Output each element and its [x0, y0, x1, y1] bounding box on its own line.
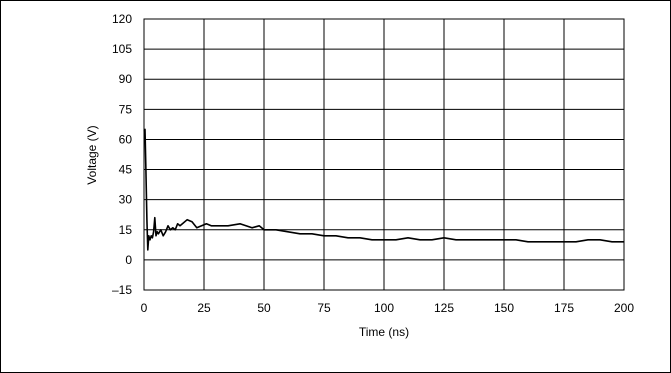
x-axis-ticks: 0 25 50 75 100 125 150 175 200	[141, 301, 635, 315]
series-line	[143, 128, 624, 251]
plot-area	[143, 18, 625, 291]
y-tick-label: 45	[119, 163, 133, 177]
y-tick-label: 30	[119, 193, 133, 207]
x-tick-label: 100	[374, 301, 394, 315]
y-tick-label: 60	[119, 132, 133, 146]
x-tick-label: 150	[494, 301, 514, 315]
x-tick-label: 0	[141, 301, 148, 315]
x-tick-label: 50	[257, 301, 271, 315]
y-tick-label: 90	[119, 72, 133, 86]
y-tick-label: 120	[112, 12, 132, 26]
y-tick-label: 75	[119, 102, 133, 116]
y-tick-label: 0	[125, 253, 132, 267]
x-tick-label: 125	[434, 301, 454, 315]
y-axis-title: Voltage (V)	[85, 125, 99, 184]
y-tick-label: –15	[112, 283, 132, 297]
x-tick-label: 75	[317, 301, 331, 315]
y-tick-label: 15	[119, 223, 133, 237]
x-tick-label: 200	[614, 301, 634, 315]
y-axis-ticks: –15 0 15 30 45 60 75 90 105 120	[112, 12, 132, 297]
x-tick-label: 175	[554, 301, 574, 315]
x-axis-title: Time (ns)	[359, 325, 409, 339]
grid	[144, 19, 624, 290]
x-tick-label: 25	[197, 301, 211, 315]
y-tick-label: 105	[112, 42, 132, 56]
